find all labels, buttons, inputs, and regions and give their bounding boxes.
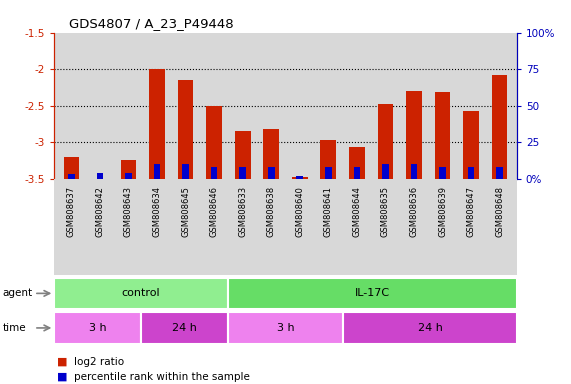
- Text: GSM808646: GSM808646: [210, 186, 219, 237]
- Bar: [406, 91, 422, 179]
- Bar: [206, 106, 222, 179]
- Text: GSM808637: GSM808637: [67, 186, 76, 237]
- Bar: [292, 177, 308, 179]
- Bar: [439, 167, 446, 179]
- Text: percentile rank within the sample: percentile rank within the sample: [74, 372, 250, 382]
- Text: ■: ■: [57, 372, 67, 382]
- Bar: [182, 164, 189, 179]
- Text: GSM808638: GSM808638: [267, 186, 276, 237]
- Bar: [54, 312, 141, 344]
- Bar: [343, 312, 517, 344]
- Bar: [63, 157, 79, 179]
- Text: GSM808643: GSM808643: [124, 186, 133, 237]
- Bar: [120, 161, 136, 179]
- Bar: [325, 167, 332, 179]
- Text: 3 h: 3 h: [277, 323, 294, 333]
- Text: GSM808644: GSM808644: [352, 186, 361, 237]
- Bar: [54, 278, 228, 309]
- Bar: [463, 111, 479, 179]
- Bar: [377, 104, 393, 179]
- Bar: [228, 312, 343, 344]
- Bar: [411, 164, 417, 179]
- Bar: [353, 167, 360, 179]
- Text: GSM808642: GSM808642: [95, 186, 104, 237]
- Text: agent: agent: [3, 288, 33, 298]
- Text: GSM808640: GSM808640: [295, 186, 304, 237]
- Bar: [211, 167, 218, 179]
- Bar: [435, 93, 451, 179]
- Bar: [235, 131, 251, 179]
- Bar: [320, 140, 336, 179]
- Text: IL-17C: IL-17C: [355, 288, 390, 298]
- Text: GSM808633: GSM808633: [238, 186, 247, 237]
- Bar: [496, 167, 503, 179]
- Text: GSM808635: GSM808635: [381, 186, 390, 237]
- Text: GSM808645: GSM808645: [181, 186, 190, 237]
- Bar: [178, 80, 194, 179]
- Text: GDS4807 / A_23_P49448: GDS4807 / A_23_P49448: [69, 17, 233, 30]
- Text: GSM808648: GSM808648: [495, 186, 504, 237]
- Text: GSM808639: GSM808639: [438, 186, 447, 237]
- Bar: [125, 173, 132, 179]
- Bar: [141, 312, 228, 344]
- Bar: [68, 174, 75, 179]
- Text: GSM808647: GSM808647: [467, 186, 476, 237]
- Bar: [349, 147, 365, 179]
- Text: GSM808636: GSM808636: [409, 186, 419, 237]
- Bar: [382, 164, 389, 179]
- Text: GSM808634: GSM808634: [152, 186, 162, 237]
- Bar: [263, 129, 279, 179]
- Text: 24 h: 24 h: [417, 323, 443, 333]
- Bar: [296, 175, 303, 179]
- Text: time: time: [3, 323, 26, 333]
- Bar: [468, 167, 475, 179]
- Text: control: control: [122, 288, 160, 298]
- Text: 3 h: 3 h: [89, 323, 106, 333]
- Text: 24 h: 24 h: [172, 323, 197, 333]
- Bar: [154, 164, 160, 179]
- Bar: [149, 69, 165, 179]
- Text: ■: ■: [57, 357, 67, 367]
- Bar: [239, 167, 246, 179]
- Bar: [268, 167, 275, 179]
- Bar: [228, 278, 517, 309]
- Text: GSM808641: GSM808641: [324, 186, 333, 237]
- Bar: [96, 173, 103, 179]
- Text: log2 ratio: log2 ratio: [74, 357, 124, 367]
- Bar: [492, 75, 508, 179]
